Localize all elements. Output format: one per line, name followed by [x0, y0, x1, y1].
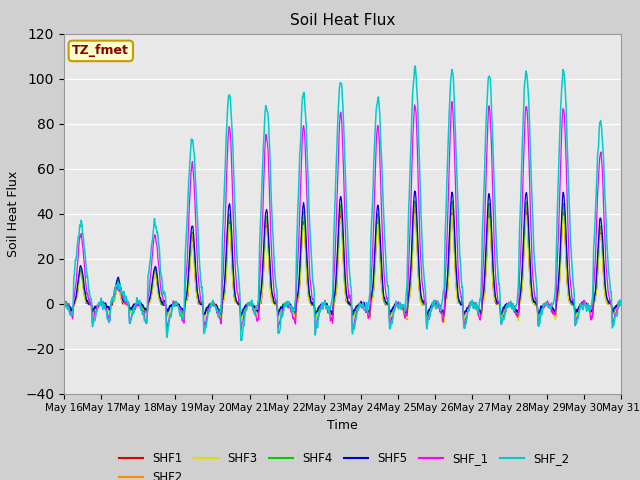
- SHF_2: [60, 297, 68, 302]
- SHF1: [216, 309, 223, 315]
- SHF2: [371, 261, 379, 266]
- SHF_2: [617, 302, 625, 308]
- SHF_1: [568, 296, 576, 301]
- SHF3: [216, 311, 223, 316]
- SHF2: [617, 302, 625, 308]
- SHF1: [60, 301, 68, 307]
- SHF_1: [359, 300, 367, 306]
- SHF_1: [505, 303, 513, 309]
- SHF_1: [371, 186, 379, 192]
- SHF1: [584, 303, 591, 309]
- SHF1: [371, 268, 379, 274]
- SHF4: [359, 301, 367, 307]
- SHF2: [505, 300, 513, 305]
- SHF1: [329, 316, 337, 322]
- SHF5: [60, 301, 68, 307]
- SHF_1: [448, 99, 456, 105]
- Legend: SHF1, SHF2, SHF3, SHF4, SHF5, SHF_1, SHF_2: SHF1, SHF2, SHF3, SHF4, SHF5, SHF_1, SHF…: [115, 447, 574, 480]
- SHF3: [568, 300, 576, 306]
- SHF4: [584, 302, 591, 308]
- SHF5: [359, 302, 367, 308]
- SHF5: [505, 301, 513, 307]
- X-axis label: Time: Time: [327, 419, 358, 432]
- SHF1: [505, 303, 513, 309]
- SHF_2: [359, 300, 367, 306]
- SHF5: [568, 299, 576, 304]
- Y-axis label: Soil Heat Flux: Soil Heat Flux: [6, 170, 20, 257]
- SHF_1: [617, 298, 625, 304]
- SHF4: [311, 313, 319, 319]
- SHF1: [568, 300, 576, 306]
- SHF_1: [216, 315, 223, 321]
- SHF5: [216, 307, 223, 313]
- SHF_1: [60, 300, 68, 306]
- SHF4: [505, 301, 513, 307]
- SHF1: [411, 207, 419, 213]
- SHF3: [505, 302, 513, 308]
- Line: SHF3: SHF3: [64, 214, 621, 322]
- SHF4: [568, 301, 576, 307]
- SHF2: [359, 301, 367, 307]
- SHF3: [371, 276, 378, 282]
- SHF_2: [237, 337, 244, 343]
- SHF_1: [584, 306, 591, 312]
- SHF_2: [412, 63, 419, 69]
- SHF2: [568, 301, 576, 307]
- SHF1: [617, 301, 625, 307]
- SHF2: [349, 317, 356, 323]
- Line: SHF2: SHF2: [64, 205, 621, 320]
- SHF_2: [371, 136, 379, 142]
- Title: Soil Heat Flux: Soil Heat Flux: [290, 13, 395, 28]
- Line: SHF4: SHF4: [64, 201, 621, 316]
- SHF3: [440, 319, 448, 325]
- SHF3: [584, 302, 591, 308]
- SHF_2: [584, 301, 591, 307]
- SHF3: [617, 301, 625, 307]
- Line: SHF5: SHF5: [64, 191, 621, 315]
- SHF4: [60, 300, 68, 306]
- SHF5: [349, 312, 356, 318]
- SHF4: [371, 254, 379, 260]
- SHF4: [411, 198, 419, 204]
- SHF2: [448, 202, 456, 208]
- SHF5: [584, 301, 591, 307]
- SHF2: [584, 304, 591, 310]
- SHF3: [411, 211, 419, 216]
- Line: SHF1: SHF1: [64, 210, 621, 319]
- SHF5: [617, 300, 625, 306]
- Line: SHF_1: SHF_1: [64, 102, 621, 334]
- SHF5: [411, 188, 419, 194]
- SHF4: [216, 309, 223, 314]
- Text: TZ_fmet: TZ_fmet: [72, 44, 129, 58]
- SHF3: [358, 301, 366, 307]
- SHF_1: [311, 331, 319, 336]
- SHF_2: [568, 264, 576, 270]
- Line: SHF_2: SHF_2: [64, 66, 621, 340]
- SHF_2: [216, 312, 223, 317]
- SHF2: [216, 310, 223, 316]
- SHF5: [371, 247, 379, 253]
- SHF3: [60, 301, 68, 307]
- SHF2: [60, 301, 68, 307]
- SHF1: [359, 300, 367, 306]
- SHF4: [617, 300, 625, 305]
- SHF_2: [505, 303, 513, 309]
